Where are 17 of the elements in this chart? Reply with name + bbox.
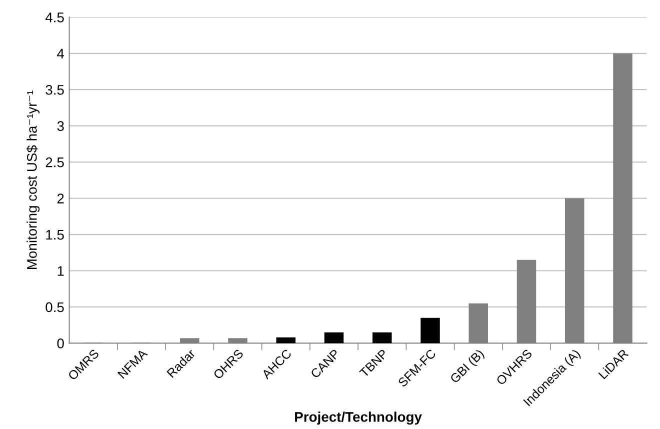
y-tick-label: 3 xyxy=(57,121,64,132)
y-tick-label: 0 xyxy=(57,338,64,348)
bar xyxy=(372,332,392,344)
x-tick-label: GBI (B) xyxy=(449,348,486,386)
y-tick-label: 4.5 xyxy=(45,12,64,22)
y-tick-label: 2 xyxy=(57,194,64,204)
y-tick-label: 1 xyxy=(58,266,64,276)
bar xyxy=(420,318,440,344)
bar xyxy=(276,337,296,344)
y-tick-label: 4 xyxy=(57,48,64,58)
y-tick-label: 0.5 xyxy=(46,302,64,312)
y-tick-label: 2.5 xyxy=(46,157,64,168)
y-tick-label: 1.5 xyxy=(46,230,64,240)
x-axis-title: Project/Technology xyxy=(295,412,422,425)
y-tick-label: 3.5 xyxy=(46,84,64,95)
bar xyxy=(324,332,344,344)
y-axis-title: Monitoring cost US$ ha⁻¹yr⁻¹ xyxy=(26,90,40,269)
